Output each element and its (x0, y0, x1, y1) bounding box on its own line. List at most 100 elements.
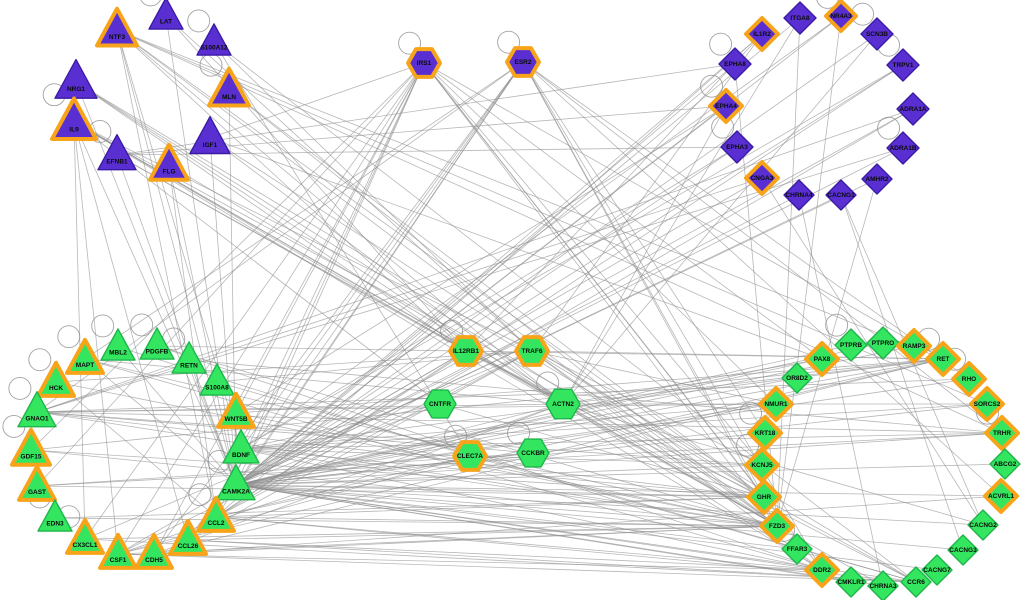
node-shape-diamond[interactable] (867, 570, 899, 600)
edge-ESR2-KRT18[interactable] (522, 61, 766, 434)
self-loop-EPHA8[interactable] (709, 32, 733, 56)
node-shape-diamond[interactable] (744, 447, 780, 483)
node-shape-triangle[interactable] (196, 495, 236, 533)
node-ABCG2[interactable]: ABCG2 (989, 448, 1021, 480)
node-ADRA1A[interactable]: ADRA1A (896, 92, 930, 126)
edge-IL9-CSF1[interactable] (73, 121, 119, 555)
edge-CAMK2A-CACNG7[interactable] (235, 484, 938, 571)
node-shape-diamond[interactable] (825, 179, 857, 211)
node-shape-diamond[interactable] (759, 508, 795, 544)
edge-GAST-GHR[interactable] (36, 485, 765, 498)
node-ESR2[interactable]: ESR2 (505, 46, 541, 78)
node-EPHA3[interactable]: EPHA3 (720, 130, 754, 164)
edge-ESR2-BDNF[interactable] (240, 61, 524, 450)
edge-ACTN2-PAX8[interactable] (562, 358, 823, 405)
node-IL12RB1[interactable]: IL12RB1 (448, 335, 484, 367)
edge-CCKBR-GAST[interactable] (36, 452, 534, 487)
node-shape-hexagon[interactable] (406, 47, 442, 79)
node-shape-diamond[interactable] (886, 48, 920, 82)
node-IRS1[interactable]: IRS1 (406, 47, 442, 79)
edge-IL9-CX3CL1[interactable] (73, 121, 86, 540)
edge-FLG-CAMK2A[interactable] (168, 164, 237, 486)
node-ITGA8[interactable]: ITGA8 (783, 1, 817, 35)
node-shape-diamond[interactable] (718, 47, 752, 81)
edge-GNAO1-TRHR[interactable] (36, 411, 1003, 434)
node-shape-triangle[interactable] (37, 499, 73, 532)
edge-IRS1-GAST[interactable] (36, 62, 425, 487)
edge-CAMK2A-FFAR3[interactable] (235, 484, 798, 550)
edge-IL1R2-CAMK2A[interactable] (235, 33, 763, 486)
node-shape-triangle[interactable] (65, 337, 105, 375)
edge-CCL26-FZD3[interactable] (187, 525, 778, 541)
edge-IL12RB1-CSF1[interactable] (117, 350, 467, 555)
node-shape-diamond[interactable] (747, 415, 783, 451)
edge-ACTN2-CAMK2A[interactable] (235, 403, 564, 486)
edge-RETN-TRHR[interactable] (188, 359, 1003, 434)
edge-CAMK2A-RET[interactable] (235, 358, 944, 486)
node-shape-diamond[interactable] (804, 341, 840, 377)
node-shape-diamond[interactable] (886, 131, 920, 165)
edge-NR4A3-FZD3[interactable] (776, 15, 842, 527)
edge-RETN-CAMK2A[interactable] (188, 359, 237, 486)
node-EDN3[interactable]: EDN3 (37, 499, 73, 532)
node-IL1R2[interactable]: IL1R2 (744, 16, 780, 52)
edge-LAT-CAMK2A[interactable] (165, 15, 237, 486)
edge-EPHA4-CAMK2A[interactable] (235, 105, 727, 486)
node-TRAF6[interactable]: TRAF6 (514, 335, 550, 367)
node-shape-diamond[interactable] (951, 361, 987, 397)
node-shape-diamond[interactable] (804, 552, 840, 588)
node-shape-triangle[interactable] (148, 0, 184, 30)
edge-SCN3B-CAMK2A[interactable] (235, 33, 878, 486)
self-loop-LAT[interactable] (140, 0, 162, 7)
node-RAMP3[interactable]: RAMP3 (896, 328, 932, 364)
edge-IRS1-CCL2[interactable] (215, 62, 425, 518)
edge-CAMK2A-ABCG2[interactable] (235, 463, 1006, 486)
edge-CAMK2A-GHR[interactable] (235, 484, 765, 498)
node-shape-diamond[interactable] (781, 362, 813, 394)
edge-CCL2-GHR[interactable] (215, 496, 765, 518)
self-loop-MAPT[interactable] (57, 325, 81, 349)
edge-LAT-IL12RB1[interactable] (165, 15, 467, 352)
self-loop-S100A12[interactable] (187, 9, 211, 33)
self-loop-GNAO1[interactable] (8, 376, 32, 400)
edge-ESR2-MAPT[interactable] (84, 61, 524, 360)
edge-BDNF-SORCS2[interactable] (240, 403, 988, 450)
edge-TRAF6-NMUR1[interactable] (531, 350, 777, 405)
edge-SCN3B-ACTN2[interactable] (562, 33, 878, 405)
edge-CAMK2A-RHO[interactable] (235, 378, 970, 486)
edge-CAMK2A-KCNJ5[interactable] (235, 464, 763, 486)
node-RHO[interactable]: RHO (951, 361, 987, 397)
node-shape-hexagon[interactable] (448, 335, 484, 367)
edge-WNT5B-FZD3[interactable] (235, 412, 778, 527)
edge-BDNF-FZD3[interactable] (240, 448, 778, 527)
edge-EPHA4-WNT5B[interactable] (235, 105, 727, 414)
edge-CHRNA4-CHRNA3[interactable] (798, 194, 884, 587)
node-shape-triangle[interactable] (17, 464, 57, 502)
node-IGF1[interactable]: IGF1 (189, 115, 231, 155)
edge-GDF15-GHR[interactable] (30, 449, 765, 498)
node-CLEC7A[interactable]: CLEC7A (452, 440, 488, 472)
node-shape-triangle[interactable] (189, 115, 231, 155)
node-CACNG3[interactable]: CACNG3 (947, 534, 979, 566)
edge-CAMK2A-FZD3[interactable] (235, 484, 778, 527)
node-shape-diamond[interactable] (921, 554, 953, 586)
edge-S100A12-CLEC7A[interactable] (213, 41, 471, 457)
edge-ESR2-CCL2[interactable] (215, 61, 524, 518)
node-shape-triangle[interactable] (36, 360, 76, 398)
edge-ESR2-FZD3[interactable] (522, 61, 778, 527)
edge-CSF1-CCR6[interactable] (117, 553, 917, 583)
edge-CAMK2A-CACNG3[interactable] (235, 484, 964, 551)
node-shape-triangle[interactable] (134, 532, 174, 570)
edge-CACNG1-CACNG3[interactable] (840, 194, 964, 551)
node-shape-diamond[interactable] (896, 92, 930, 126)
node-NTF3[interactable]: NTF3 (95, 6, 139, 48)
edge-CAMK2A-OR8D2[interactable] (235, 377, 798, 486)
node-shape-triangle[interactable] (98, 532, 138, 570)
node-shape-triangle[interactable] (222, 429, 260, 464)
node-shape-diamond[interactable] (744, 16, 780, 52)
node-shape-triangle[interactable] (95, 6, 139, 48)
node-shape-triangle[interactable] (196, 23, 232, 56)
edge-ACTN2-CHRNA3[interactable] (562, 403, 884, 587)
edge-CCL26-DDR2[interactable] (187, 539, 823, 571)
edge-CAMK2A-CACNG2[interactable] (235, 484, 984, 526)
